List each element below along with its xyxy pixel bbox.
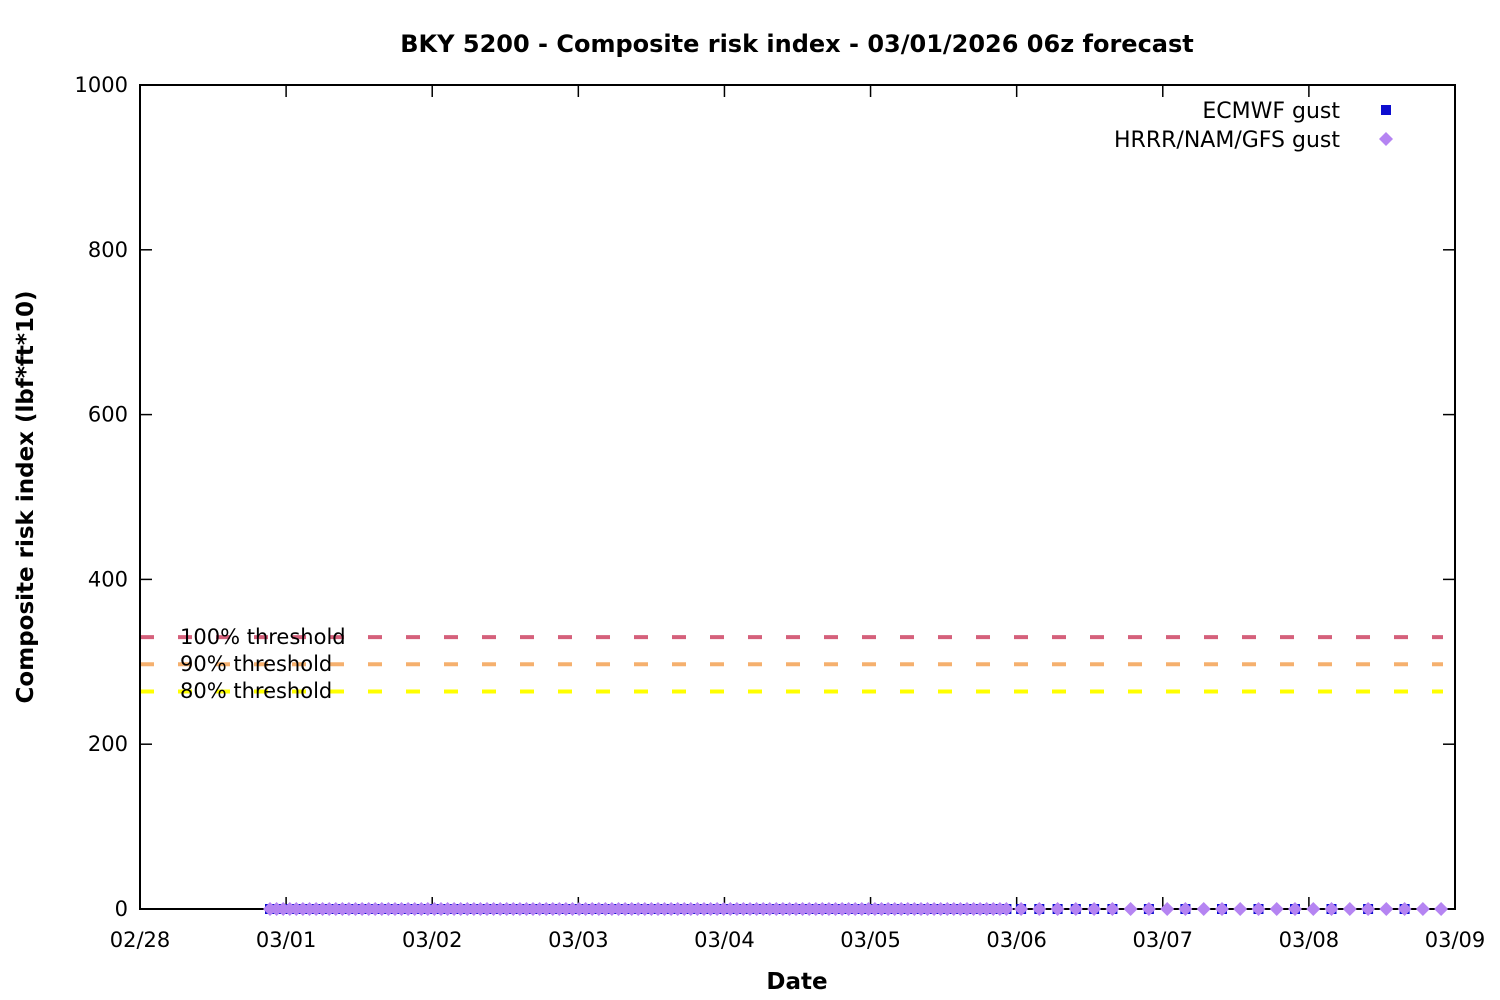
legend-label-hrrr-nam-gfs: HRRR/NAM/GFS gust: [1114, 128, 1340, 153]
y-tick-label: 1000: [75, 73, 128, 97]
x-tick-label: 03/08: [1279, 928, 1340, 952]
x-tick-label: 03/05: [840, 928, 901, 952]
x-tick-label: 03/09: [1425, 928, 1486, 952]
x-tick-label: 03/03: [548, 928, 609, 952]
series-markers-hrrr-nam-gfs: [263, 902, 1449, 916]
y-tick-label: 0: [115, 897, 128, 921]
legend: ECMWF gust HRRR/NAM/GFS gust: [1114, 99, 1393, 153]
legend-label-ecmwf: ECMWF gust: [1202, 99, 1340, 124]
chart-text-layer: BKY 5200 - Composite risk index - 03/01/…: [13, 30, 1393, 995]
threshold-label-90: 90% threshold: [180, 652, 332, 676]
plot-border: [139, 84, 1456, 910]
y-axis-title: Composite risk index (lbf*ft*10): [13, 291, 39, 704]
x-axis-title: Date: [766, 969, 827, 995]
chart-title: BKY 5200 - Composite risk index - 03/01/…: [400, 30, 1194, 58]
x-tick-label: 03/01: [256, 928, 317, 952]
x-tick-label: 03/07: [1133, 928, 1194, 952]
x-tick-label: 03/02: [402, 928, 463, 952]
x-tick-label: 03/06: [986, 928, 1047, 952]
x-tick-label: 03/04: [694, 928, 755, 952]
x-tick-label: 02/28: [110, 928, 171, 952]
y-tick-label: 400: [88, 567, 128, 591]
y-tick-label: 200: [88, 732, 128, 756]
threshold-label-80: 80% threshold: [180, 679, 332, 703]
legend-marker-square-icon: [1381, 105, 1391, 115]
y-tick-label: 800: [88, 238, 128, 262]
legend-marker-diamond-icon: [1379, 132, 1393, 146]
plot-layer: 02/28 03/01 03/02 03/03 03/04 03/05 03/06 03/07…: [75, 73, 1486, 952]
y-tick-label: 600: [88, 403, 128, 427]
threshold-label-100: 100% threshold: [180, 625, 346, 649]
